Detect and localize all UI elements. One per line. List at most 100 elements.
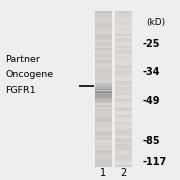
Bar xyxy=(115,118,132,120)
Bar xyxy=(95,19,112,21)
Text: FGFR1: FGFR1 xyxy=(5,86,36,94)
Text: 1: 1 xyxy=(100,168,107,178)
Bar xyxy=(95,15,112,17)
Bar xyxy=(115,109,132,111)
Bar xyxy=(115,87,132,89)
Bar xyxy=(115,42,132,44)
Bar xyxy=(115,122,132,124)
Bar xyxy=(115,22,132,24)
Bar xyxy=(95,40,112,42)
Bar xyxy=(95,24,112,26)
Bar xyxy=(115,48,132,50)
Bar xyxy=(115,58,132,60)
Bar xyxy=(95,79,112,81)
Bar xyxy=(115,165,132,167)
Bar xyxy=(95,71,112,73)
Bar xyxy=(115,144,132,146)
Bar xyxy=(115,83,132,85)
Bar xyxy=(95,111,112,113)
Bar xyxy=(115,54,132,56)
Bar xyxy=(115,36,132,38)
Bar xyxy=(95,146,112,148)
Bar xyxy=(95,161,112,163)
Bar xyxy=(95,28,112,30)
Bar xyxy=(115,75,132,77)
Bar xyxy=(95,11,112,13)
Bar xyxy=(95,89,112,91)
Bar xyxy=(115,13,132,15)
Bar xyxy=(95,75,112,77)
Bar xyxy=(95,34,112,36)
Bar xyxy=(115,113,132,114)
Bar xyxy=(115,11,132,13)
Bar xyxy=(115,19,132,21)
Bar xyxy=(95,148,112,150)
Bar xyxy=(95,105,112,107)
Bar xyxy=(95,64,112,66)
Bar xyxy=(95,152,112,154)
Bar xyxy=(95,109,112,111)
Bar xyxy=(95,87,112,89)
Bar xyxy=(95,73,112,75)
Bar xyxy=(115,50,132,52)
Bar xyxy=(115,158,132,160)
Bar xyxy=(95,42,112,44)
Bar xyxy=(95,83,112,85)
Text: -34: -34 xyxy=(142,67,160,77)
Bar xyxy=(115,136,132,138)
Bar xyxy=(95,13,112,15)
Bar xyxy=(95,60,112,62)
Bar xyxy=(115,89,132,91)
Bar xyxy=(95,32,112,34)
Bar xyxy=(115,105,132,107)
Bar xyxy=(115,128,132,130)
Bar xyxy=(115,142,132,144)
Bar xyxy=(95,38,112,40)
Bar xyxy=(95,21,112,22)
Bar xyxy=(95,165,112,167)
Bar xyxy=(95,130,112,132)
Bar xyxy=(115,97,132,99)
Text: -85: -85 xyxy=(142,136,160,146)
Bar xyxy=(115,130,132,132)
Bar xyxy=(95,150,112,152)
Bar xyxy=(95,52,112,54)
Bar xyxy=(115,34,132,36)
Bar xyxy=(115,56,132,58)
Bar xyxy=(115,17,132,19)
Bar xyxy=(115,40,132,42)
Bar xyxy=(95,118,112,120)
Bar xyxy=(95,156,112,158)
Bar xyxy=(115,132,132,134)
Bar xyxy=(115,101,132,103)
Bar xyxy=(115,60,132,62)
Bar xyxy=(115,103,132,105)
Bar xyxy=(95,81,112,83)
Bar xyxy=(115,163,132,165)
Bar xyxy=(95,44,112,46)
Bar xyxy=(95,142,112,144)
Bar xyxy=(115,64,132,66)
Bar xyxy=(95,22,112,24)
Bar xyxy=(115,62,132,64)
Bar xyxy=(95,68,112,69)
Bar xyxy=(115,95,132,97)
Bar xyxy=(115,28,132,30)
Bar xyxy=(95,17,112,19)
Bar xyxy=(115,38,132,40)
Bar xyxy=(95,48,112,50)
Text: -25: -25 xyxy=(142,39,160,49)
Bar xyxy=(115,71,132,73)
Bar xyxy=(115,152,132,154)
Text: Partner: Partner xyxy=(5,55,40,64)
Bar xyxy=(115,124,132,126)
Bar xyxy=(95,58,112,60)
Bar xyxy=(115,46,132,48)
Bar xyxy=(115,138,132,140)
Bar xyxy=(95,122,112,124)
Bar xyxy=(115,68,132,69)
Bar xyxy=(95,54,112,56)
Bar xyxy=(115,69,132,71)
Bar xyxy=(95,99,112,101)
Bar xyxy=(95,77,112,79)
